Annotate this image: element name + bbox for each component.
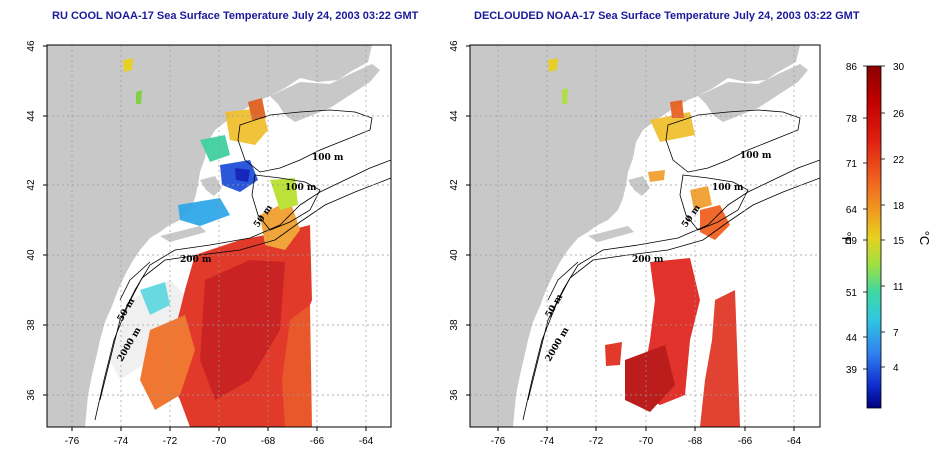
right-lon-label: -66 (738, 436, 753, 447)
fahrenheit-tick: 39 (846, 365, 858, 376)
fahrenheit-tick: 86 (846, 62, 858, 73)
right-contour-label-200m: 200 m (632, 255, 664, 265)
right-lon-label: -70 (639, 436, 654, 447)
right-lat-label: 36 (449, 389, 460, 401)
right-map: 100 m 100 m 50 m 200 m 50 m 2000 m -76 -… (449, 40, 821, 447)
fahrenheit-tick: 51 (846, 288, 858, 299)
fahrenheit-tick: 59 (846, 236, 858, 247)
celsius-tick: 30 (893, 62, 905, 73)
left-lon-label: -74 (114, 436, 129, 447)
left-bathymetry-contours (94, 109, 391, 421)
left-ticks (43, 45, 367, 431)
right-cape-cod (628, 176, 650, 196)
left-contour-label-200m: 200 m (180, 255, 212, 265)
celsius-tick: 15 (893, 236, 905, 247)
right-lon-tick-labels: -76 -74 -72 -70 -68 -66 -64 (491, 436, 802, 447)
right-contour-label-100m-b: 100 m (712, 183, 744, 193)
right-lat-label: 42 (449, 179, 460, 191)
left-lon-label: -64 (359, 436, 374, 447)
left-contour-label-100m-a: 100 m (312, 153, 344, 163)
left-lat-label: 40 (26, 249, 37, 261)
left-lat-label: 46 (26, 40, 37, 52)
left-grid (47, 45, 391, 427)
left-cape-cod (200, 176, 222, 196)
left-long-island (160, 226, 206, 242)
right-ticks (466, 45, 795, 431)
fahrenheit-tick: 64 (846, 205, 858, 216)
right-long-island (588, 226, 634, 242)
right-land (470, 45, 800, 427)
fahrenheit-tick: 71 (846, 159, 858, 170)
celsius-tick: 18 (893, 201, 905, 212)
left-sst-data (110, 58, 312, 427)
right-lat-label: 46 (449, 40, 460, 52)
right-lon-label: -72 (589, 436, 604, 447)
left-land (47, 45, 372, 427)
colorbar-gradient (866, 65, 882, 409)
right-lon-label: -64 (787, 436, 802, 447)
fahrenheit-unit-label: °F (839, 231, 854, 244)
right-bathymetry-contours (522, 109, 820, 421)
right-grid (470, 45, 820, 427)
left-lon-label: -66 (310, 436, 325, 447)
colorbar-ticks (863, 65, 885, 370)
left-contour-label-100m-b: 100 m (285, 183, 317, 193)
left-lat-label: 36 (26, 389, 37, 401)
left-lat-label: 38 (26, 319, 37, 331)
celsius-tick: 26 (893, 109, 905, 120)
right-sst-data (548, 58, 740, 427)
right-lon-label: -68 (688, 436, 703, 447)
right-nova-scotia (698, 64, 808, 122)
right-lat-label: 40 (449, 249, 460, 261)
right-lat-tick-labels: 46 44 42 40 38 36 (449, 40, 460, 401)
right-map-title: DECLOUDED NOAA-17 Sea Surface Temperatur… (474, 10, 860, 22)
right-map-frame (469, 44, 821, 428)
celsius-tick: 4 (893, 363, 899, 374)
colorbar-fahrenheit-labels: 86 78 71 64 59 51 44 39 (846, 62, 858, 376)
left-lat-tick-labels: 46 44 42 40 38 36 (26, 40, 37, 401)
right-lat-label: 38 (449, 319, 460, 331)
right-lon-label: -76 (491, 436, 506, 447)
celsius-unit-label: °C (917, 231, 932, 246)
right-lat-label: 44 (449, 110, 460, 122)
left-lon-label: -76 (65, 436, 80, 447)
left-lat-label: 42 (26, 179, 37, 191)
colorbar-celsius-labels: 30 26 22 18 15 11 7 4 (893, 62, 905, 374)
colorbar: 86 78 71 64 59 51 44 39 30 26 22 18 15 1… (839, 62, 932, 409)
left-map-title: RU COOL NOAA-17 Sea Surface Temperature … (52, 10, 419, 22)
celsius-tick: 11 (893, 282, 904, 293)
left-lat-label: 44 (26, 110, 37, 122)
left-lon-tick-labels: -76 -74 -72 -70 -68 -66 -64 (65, 436, 374, 447)
celsius-tick: 22 (893, 155, 905, 166)
left-lon-label: -72 (163, 436, 178, 447)
left-lon-label: -70 (212, 436, 227, 447)
fahrenheit-tick: 78 (846, 114, 858, 125)
left-map: 100 m 100 m 50 m 200 m 50 m 2000 m -76 -… (26, 40, 392, 447)
left-nova-scotia (270, 64, 380, 122)
right-contour-label-100m-a: 100 m (740, 151, 772, 161)
left-lon-label: -68 (261, 436, 276, 447)
fahrenheit-tick: 44 (846, 333, 858, 344)
celsius-tick: 7 (893, 328, 899, 339)
right-lon-label: -74 (540, 436, 555, 447)
